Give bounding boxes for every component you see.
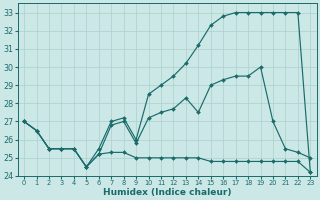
X-axis label: Humidex (Indice chaleur): Humidex (Indice chaleur) — [103, 188, 231, 197]
